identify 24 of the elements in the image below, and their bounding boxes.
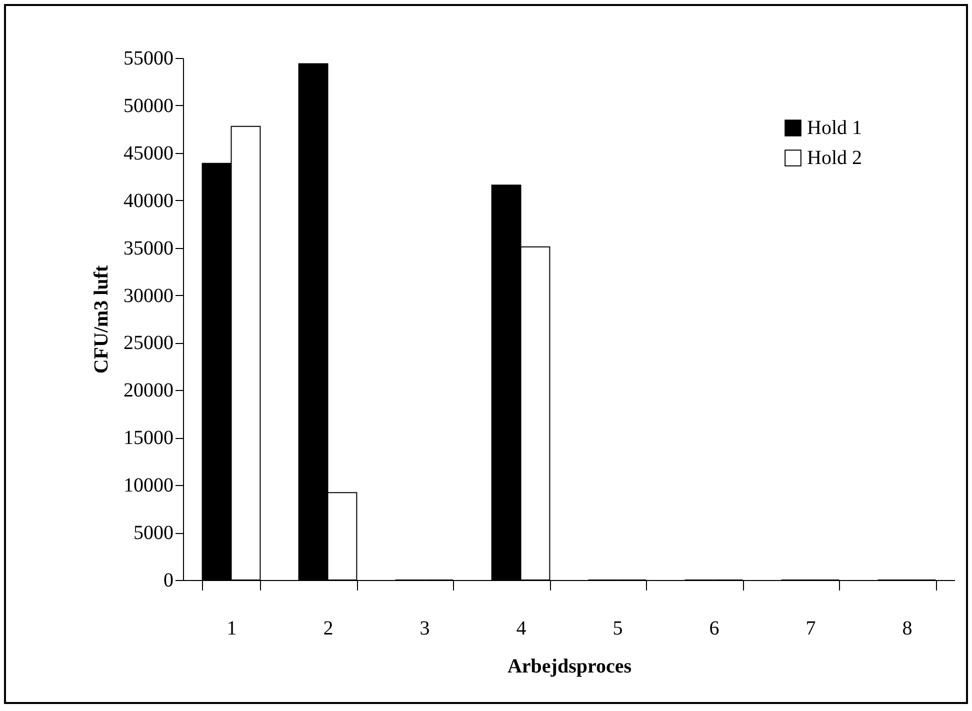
y-tick-label: 5000 <box>134 522 174 544</box>
y-tick-label: 20000 <box>124 380 174 402</box>
y-tick-label: 35000 <box>124 237 174 260</box>
x-tick-label: 5 <box>612 618 623 640</box>
y-tick-label: 40000 <box>124 190 174 212</box>
legend-label: Hold 2 <box>807 147 862 169</box>
legend-label: Hold 1 <box>807 117 862 139</box>
x-tick-label: 8 <box>902 618 912 640</box>
y-tick-label: 10000 <box>124 474 174 497</box>
x-tick-label: 3 <box>420 618 430 640</box>
y-tick-label: 50000 <box>124 94 174 117</box>
x-tick-label: 2 <box>323 618 334 640</box>
x-axis-title: Arbejdsproces <box>507 656 632 678</box>
x-tick-label: 6 <box>709 618 720 640</box>
y-tick-label: 0 <box>164 570 174 592</box>
y-tick-label: 45000 <box>124 142 174 164</box>
y-axis-title: CFU/m3 luft <box>90 265 112 374</box>
y-tick-label: 15000 <box>124 427 174 450</box>
x-tick-label: 4 <box>516 618 526 640</box>
y-tick-label: 55000 <box>124 48 174 70</box>
y-tick-label: 30000 <box>124 284 174 307</box>
x-tick-label: 7 <box>806 618 816 640</box>
x-tick-label: 1 <box>226 618 237 640</box>
y-tick-label: 25000 <box>124 332 174 354</box>
